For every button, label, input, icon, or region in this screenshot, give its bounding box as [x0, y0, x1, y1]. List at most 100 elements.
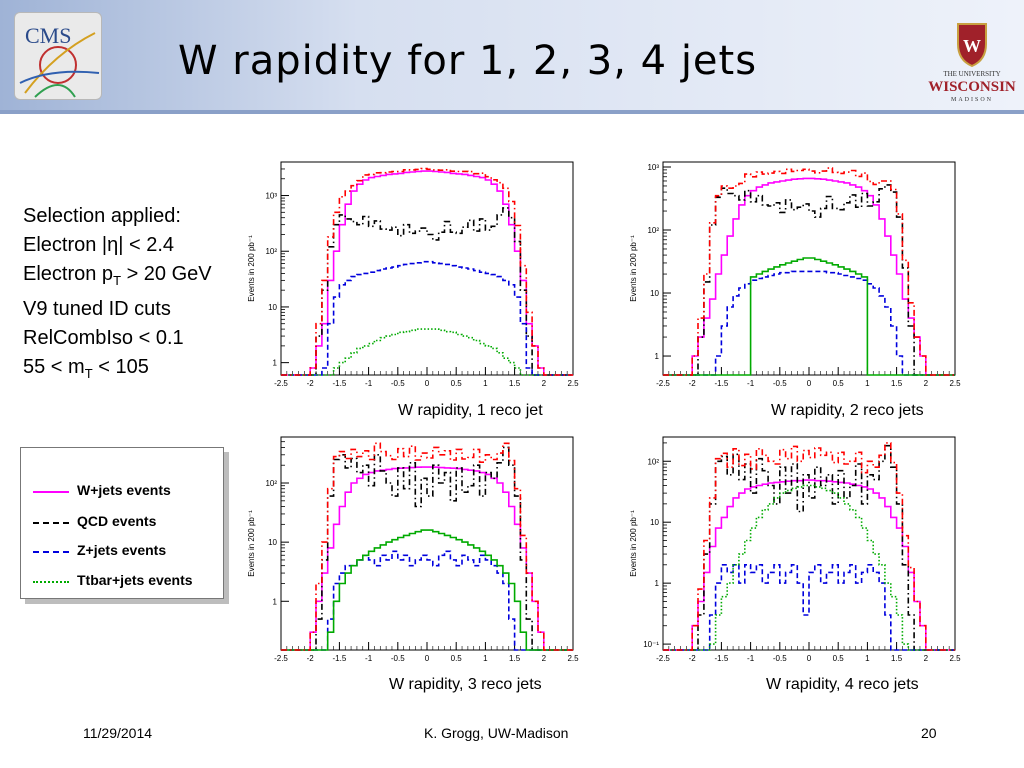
series-line-w-jets-events — [663, 479, 955, 651]
series-line-qcd-events — [663, 184, 955, 376]
plot-2-jets-caption: W rapidity, 2 reco jets — [771, 402, 924, 419]
legend-swatch-zjets — [33, 551, 69, 553]
series-line-sum — [281, 442, 573, 651]
plot-frame — [280, 436, 574, 651]
selection-line-mt: 55 < mT < 105 — [23, 353, 212, 388]
uw-logo-bottom-text: MADISON — [950, 97, 993, 103]
x-tick-label: -1 — [365, 379, 373, 388]
x-tick-label: 2.5 — [949, 379, 961, 388]
y-tick-label: 10³ — [265, 192, 277, 201]
footer-author: K. Grogg, UW-Madison — [424, 725, 569, 741]
x-tick-label: 1.5 — [509, 379, 521, 388]
plot-frame — [662, 436, 956, 651]
legend-swatch-ttbar — [33, 581, 69, 583]
x-tick-label: 2.5 — [949, 654, 961, 663]
y-tick-label: 10 — [650, 289, 659, 298]
series-line-sum — [663, 442, 955, 651]
x-tick-label: 2 — [542, 654, 547, 663]
y-tick-label: 1 — [655, 579, 660, 588]
x-tick-label: 1 — [483, 654, 488, 663]
mt-subscript: T — [84, 366, 93, 381]
x-tick-label: -1.5 — [333, 654, 347, 663]
series-line-z-jets-events — [663, 270, 955, 376]
x-tick-label: -0.5 — [773, 379, 787, 388]
legend: W+jets events QCD events Z+jets events T… — [20, 447, 224, 599]
y-tick-label: 1 — [655, 352, 660, 361]
selection-cuts: Selection applied: Electron |η| < 2.4 El… — [23, 202, 212, 388]
series-line-z-jets-events — [663, 564, 955, 651]
cms-logo-text: CMS — [25, 23, 72, 48]
y-tick-label: 10 — [650, 518, 659, 527]
series-line-z-jets-events — [281, 550, 573, 651]
y-tick-label: 10⁻¹ — [643, 640, 659, 649]
pt-label: Electron p — [23, 263, 114, 285]
series-line-ttbar-jets-events — [663, 257, 955, 376]
series-line-w-jets-events — [281, 466, 573, 651]
x-tick-label: 2 — [924, 654, 929, 663]
plot-frame — [662, 161, 956, 376]
x-tick-label: 2 — [542, 379, 547, 388]
x-tick-label: -2 — [689, 379, 697, 388]
y-tick-label: 10² — [265, 479, 277, 488]
svg-text:W: W — [963, 36, 981, 56]
y-tick-label: 10² — [647, 226, 659, 235]
pt-cut: > 20 GeV — [121, 263, 212, 285]
x-tick-label: -1 — [365, 654, 373, 663]
selection-line-iso: RelCombIso < 0.1 — [23, 327, 184, 349]
cms-logo: CMS — [14, 12, 102, 100]
plot-1-jet-caption: W rapidity, 1 reco jet — [398, 402, 543, 419]
x-tick-label: -1 — [747, 654, 755, 663]
x-tick-label: -1 — [747, 379, 755, 388]
x-tick-label: -1.5 — [715, 379, 729, 388]
series-line-sum — [281, 167, 573, 376]
legend-label-ttbar: Ttbar+jets events — [77, 572, 193, 588]
x-tick-label: 1 — [865, 654, 870, 663]
x-tick-label: 0 — [807, 654, 812, 663]
y-tick-label: 1 — [273, 359, 278, 368]
plot-3-jets-caption: W rapidity, 3 reco jets — [389, 676, 542, 693]
mt-cut: < 105 — [92, 356, 149, 378]
uw-madison-logo: W THE UNIVERSITY WISCONSIN MADISON — [922, 18, 1022, 108]
x-tick-label: 1.5 — [891, 379, 903, 388]
x-tick-label: -1.5 — [333, 379, 347, 388]
pt-subscript: T — [113, 273, 122, 288]
cms-logo-graphic — [19, 32, 100, 98]
footer-date: 11/29/2014 — [83, 725, 153, 741]
x-tick-label: 2.5 — [567, 654, 579, 663]
uw-logo-main-text: WISCONSIN — [928, 79, 1016, 95]
x-tick-label: -2.5 — [274, 654, 288, 663]
y-tick-label: 10³ — [647, 163, 659, 172]
y-tick-label: 10² — [647, 457, 659, 466]
x-tick-label: -2.5 — [656, 379, 670, 388]
x-tick-label: 1 — [865, 379, 870, 388]
slide-title: W rapidity for 1, 2, 3, 4 jets — [178, 38, 758, 84]
x-tick-label: -2 — [689, 654, 697, 663]
x-tick-label: -2.5 — [274, 379, 288, 388]
mt-label: 55 < m — [23, 356, 85, 378]
legend-label-zjets: Z+jets events — [77, 542, 167, 558]
legend-label-wjets: W+jets events — [77, 482, 171, 498]
x-tick-label: 2.5 — [567, 379, 579, 388]
selection-line-id: V9 tuned ID cuts — [23, 298, 171, 320]
y-tick-label: 10 — [268, 538, 277, 547]
y-axis-label: Events in 200 pb⁻¹ — [247, 235, 256, 302]
series-line-ttbar-jets-events — [281, 529, 573, 651]
x-tick-label: 0 — [425, 654, 430, 663]
selection-line-pt: Electron pT > 20 GeV — [23, 260, 212, 295]
series-line-qcd-events — [663, 444, 955, 651]
x-tick-label: 1.5 — [509, 654, 521, 663]
x-tick-label: 1.5 — [891, 654, 903, 663]
plot-frame — [280, 161, 574, 376]
x-tick-label: -0.5 — [391, 654, 405, 663]
x-tick-label: -0.5 — [391, 379, 405, 388]
x-tick-label: -1.5 — [715, 654, 729, 663]
y-tick-label: 10² — [265, 247, 277, 256]
x-tick-label: 0.5 — [451, 654, 463, 663]
x-tick-label: 0.5 — [451, 379, 463, 388]
footer-page-number: 20 — [921, 725, 937, 741]
x-tick-label: 0 — [807, 379, 812, 388]
series-line-w-jets-events — [281, 170, 573, 376]
